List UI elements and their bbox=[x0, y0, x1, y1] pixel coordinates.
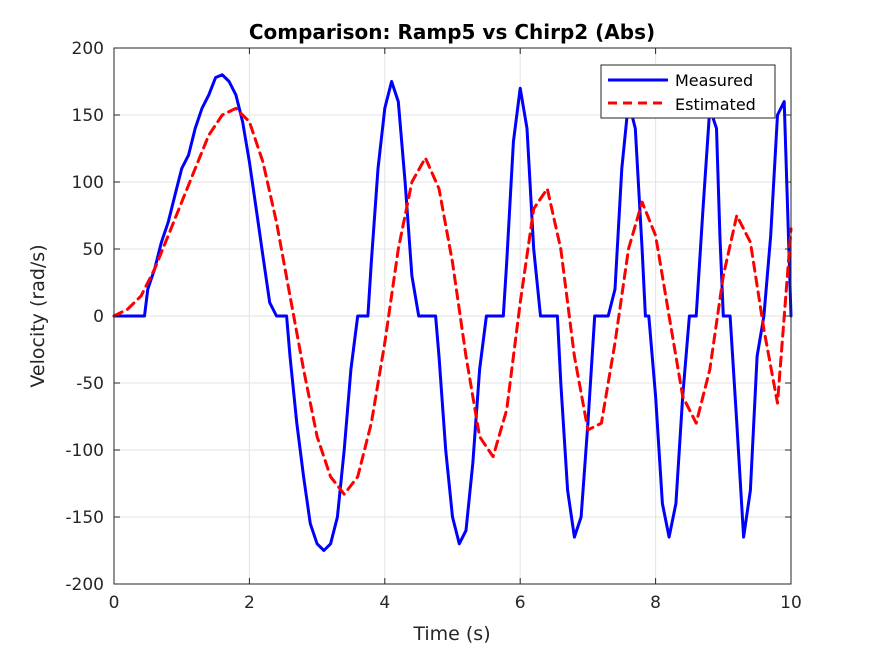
x-axis-title: Time (s) bbox=[412, 623, 490, 645]
x-tick-label: 10 bbox=[780, 593, 802, 613]
legend-box bbox=[600, 64, 776, 119]
x-tick-label: 4 bbox=[379, 593, 390, 613]
legend-label-estimated: Estimated bbox=[675, 95, 756, 114]
y-tick-label: -50 bbox=[76, 374, 104, 394]
legend: Measured Estimated bbox=[600, 64, 776, 119]
y-tick-label: 150 bbox=[72, 106, 104, 126]
x-tick-label: 6 bbox=[515, 593, 526, 613]
y-tick-label: -100 bbox=[65, 441, 104, 461]
series-line-measured bbox=[112, 73, 793, 552]
y-tick-label: 50 bbox=[82, 240, 104, 260]
x-tick-label: 8 bbox=[650, 593, 661, 613]
tick-layer: 0 2 4 6 8 10 -200 -150 -100 -50 0 50 100 150 200 bbox=[65, 39, 801, 613]
y-tick-label: 100 bbox=[72, 173, 104, 193]
legend-label-measured: Measured bbox=[675, 71, 753, 90]
y-tick-label: 200 bbox=[72, 39, 104, 59]
series-layer bbox=[112, 73, 793, 552]
y-tick-label: 0 bbox=[93, 307, 104, 327]
x-tick-label: 0 bbox=[109, 593, 120, 613]
y-axis-title: Velocity (rad/s) bbox=[27, 244, 49, 387]
series-line-estimated bbox=[112, 106, 793, 496]
chart-title: Comparison: Ramp5 vs Chirp2 (Abs) bbox=[249, 20, 655, 44]
y-tick-label: -200 bbox=[65, 575, 104, 595]
y-tick-label: -150 bbox=[65, 508, 104, 528]
x-tick-label: 2 bbox=[244, 593, 255, 613]
